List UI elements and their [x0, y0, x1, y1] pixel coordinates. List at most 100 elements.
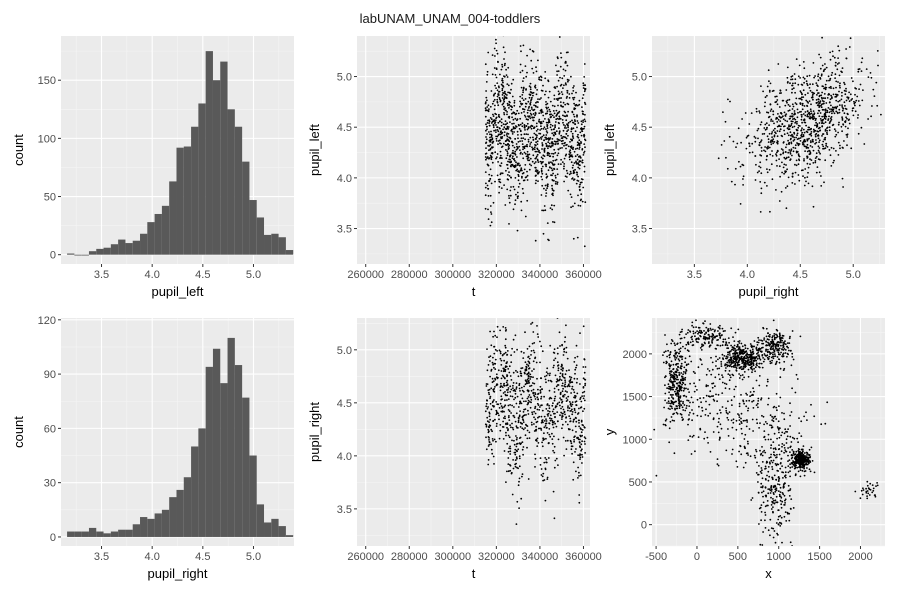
chart-4-point [488, 415, 491, 418]
chart-1-point [494, 129, 497, 132]
chart-1-point [535, 122, 538, 125]
chart-4-point [575, 470, 577, 473]
chart-1-point [515, 161, 517, 164]
chart-1-point [535, 125, 538, 128]
chart-5-point [741, 358, 744, 360]
chart-0-bar [264, 234, 272, 255]
chart-5-point [783, 360, 786, 363]
chart-2-point [817, 101, 820, 103]
chart-5-point [671, 419, 674, 422]
chart-3-bar [227, 337, 235, 537]
chart-4-point [569, 402, 572, 405]
chart-4-point [534, 457, 537, 460]
chart-5-point [732, 362, 734, 364]
chart-2-point [755, 110, 758, 113]
chart-4-point [491, 438, 494, 440]
chart-1-point [576, 158, 579, 161]
chart-4-point [504, 346, 507, 349]
chart-4-point [509, 395, 512, 397]
chart-4-point [517, 419, 520, 422]
chart-1-point [566, 17, 568, 19]
chart-5-point [788, 337, 791, 340]
chart-5-point [679, 337, 682, 340]
chart-2-point [845, 99, 848, 102]
chart-1-point [541, 165, 544, 168]
chart-1-point [490, 174, 493, 177]
chart-1-point [582, 82, 585, 85]
chart-5-point [742, 348, 745, 351]
chart-1-point [492, 123, 495, 126]
chart-4-point [584, 382, 587, 385]
chart-4-point [512, 382, 515, 384]
chart-5-point [685, 343, 688, 346]
chart-5-point [732, 349, 735, 351]
chart-2-point [766, 168, 768, 171]
chart-1-point [488, 131, 490, 133]
chart-5-point [747, 368, 750, 371]
chart-3-x-tick-label: 5.0 [246, 551, 261, 563]
chart-1-point [493, 98, 496, 101]
chart-1-point [495, 157, 497, 160]
chart-4-x-axis-title: t [472, 566, 476, 581]
chart-4-point [517, 375, 520, 378]
chart-1-point [549, 207, 552, 210]
chart-1-point [500, 162, 503, 165]
chart-1-point [584, 139, 587, 142]
chart-5-point [799, 335, 802, 338]
chart-2-point [770, 118, 773, 121]
chart-5-point [684, 347, 687, 350]
chart-4-point [531, 382, 534, 384]
chart-2-point [815, 152, 818, 155]
chart-1-point [566, 114, 568, 117]
chart-1-point [536, 101, 538, 103]
chart-4-point [527, 399, 530, 402]
chart-4-point [561, 400, 564, 403]
chart-1-point [544, 128, 547, 131]
chart-1-point [499, 98, 501, 101]
chart-4-point [553, 451, 556, 454]
chart-4-point [537, 416, 539, 419]
chart-2-point [803, 131, 806, 134]
chart-4-point [570, 405, 573, 408]
chart-2-point [779, 89, 782, 92]
chart-4-point [503, 382, 505, 385]
chart-1-point [486, 73, 489, 76]
chart-4-point [562, 436, 565, 439]
chart-1-point [525, 75, 528, 78]
chart-2-point [781, 135, 784, 138]
chart-4-point [548, 404, 550, 407]
chart-5-point [758, 339, 760, 341]
chart-1-point [529, 101, 532, 103]
chart-1-point [533, 146, 536, 149]
chart-4-point [489, 330, 491, 333]
chart-2-point [787, 151, 790, 154]
chart-5-point [743, 363, 745, 366]
chart-1-point [556, 181, 559, 184]
chart-4-point [507, 387, 510, 389]
chart-2-point [767, 138, 770, 141]
chart-5-point [772, 353, 774, 356]
chart-4-point [575, 431, 577, 433]
chart-4-point [548, 428, 551, 430]
chart-2-point [836, 63, 839, 65]
chart-1-point [502, 36, 504, 37]
chart-4-point [510, 361, 513, 364]
chart-2-point [817, 112, 819, 115]
chart-2-point [876, 50, 879, 52]
chart-5-point [669, 420, 672, 423]
chart-1-point [500, 187, 503, 190]
chart-1-point [521, 94, 524, 96]
chart-1-point [565, 147, 567, 150]
chart-1-point [487, 51, 490, 54]
chart-4-point [488, 411, 491, 414]
chart-4-point [500, 364, 503, 366]
chart-4-point [521, 418, 524, 421]
chart-2-point [833, 128, 836, 131]
chart-5-point [687, 343, 690, 346]
chart-4-point [492, 439, 494, 442]
chart-4-point [563, 385, 566, 387]
chart-4-point [512, 384, 514, 387]
chart-4-point [510, 412, 512, 414]
chart-2-point [791, 103, 794, 106]
chart-4-point [536, 408, 539, 411]
